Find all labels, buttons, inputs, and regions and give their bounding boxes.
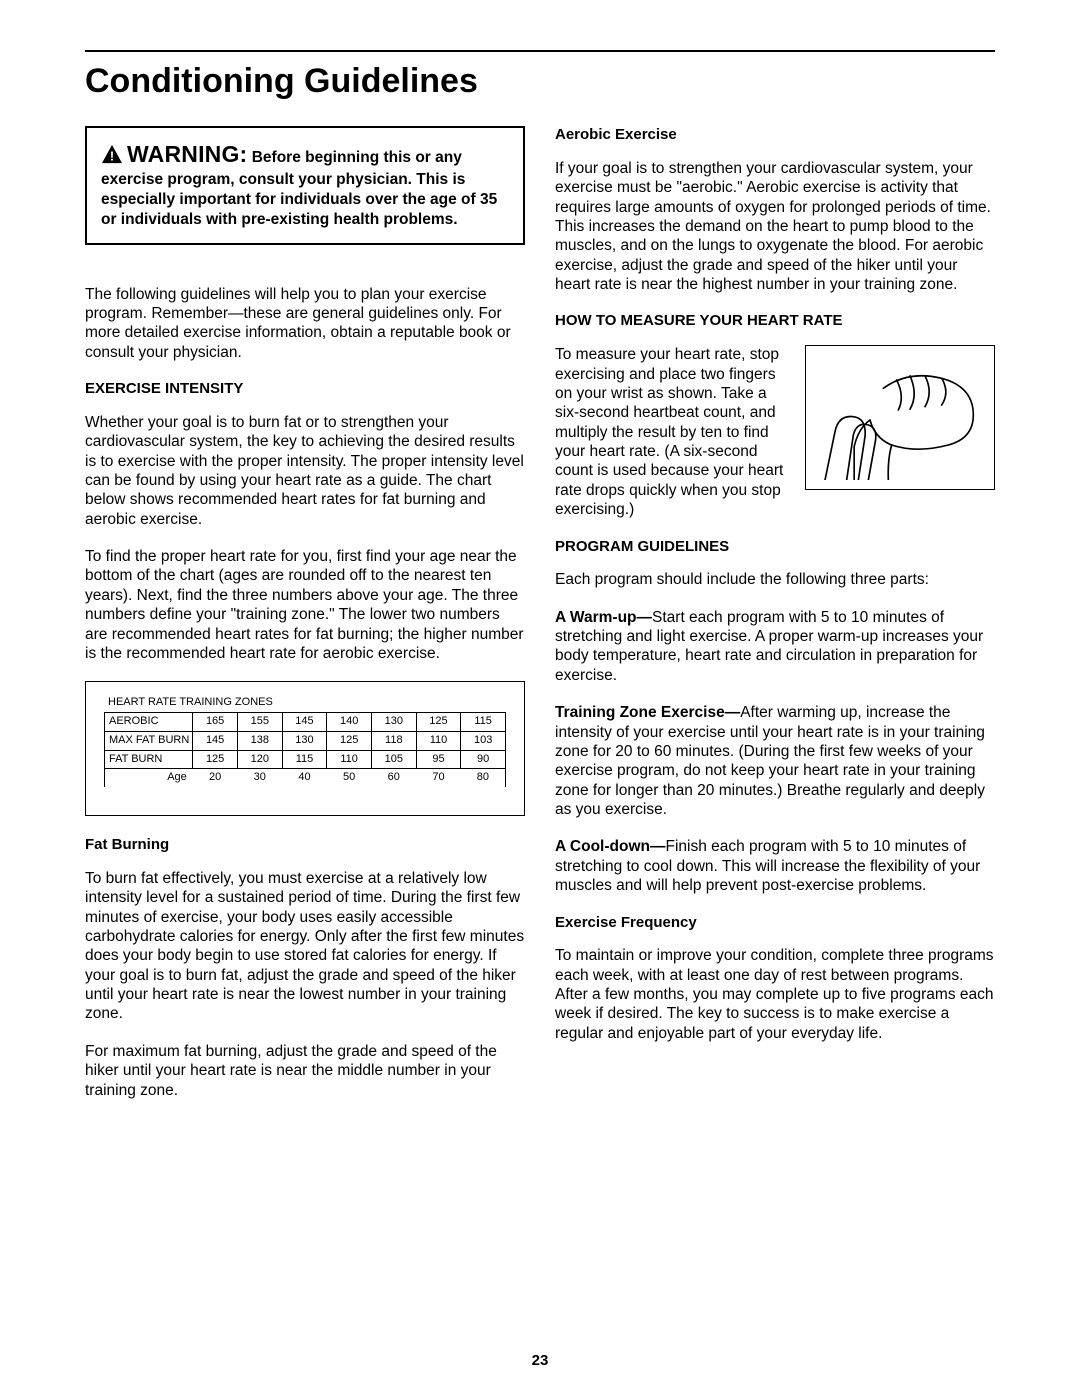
hr-value: 155 xyxy=(237,713,282,732)
aerobic-heading: Aerobic Exercise xyxy=(555,126,995,145)
intensity-p2: To find the proper heart rate for you, f… xyxy=(85,547,525,663)
intro-paragraph: The following guidelines will help you t… xyxy=(85,285,525,363)
table-row: FAT BURN1251201151101059590 xyxy=(105,750,506,769)
age-label: Age xyxy=(105,769,193,787)
frequency-p: To maintain or improve your condition, c… xyxy=(555,946,995,1043)
age-row: Age20304050607080 xyxy=(105,769,506,787)
page-number: 23 xyxy=(0,1352,1080,1369)
hr-value: 138 xyxy=(237,731,282,750)
program-intro: Each program should include the followin… xyxy=(555,570,995,589)
hr-value: 115 xyxy=(461,713,506,732)
hr-value: 110 xyxy=(416,731,461,750)
table-row: MAX FAT BURN145138130125118110103 xyxy=(105,731,506,750)
warmup-paragraph: A Warm-up—Start each program with 5 to 1… xyxy=(555,608,995,686)
top-rule xyxy=(85,50,995,52)
age-value: 40 xyxy=(282,769,327,787)
hr-value: 145 xyxy=(282,713,327,732)
training-zone-paragraph: Training Zone Exercise—After warming up,… xyxy=(555,703,995,819)
warning-triangle-icon: ! xyxy=(101,144,123,170)
warning-lead: WARNING: xyxy=(127,141,247,167)
hr-value: 145 xyxy=(193,731,238,750)
tze-lead: Training Zone Exercise— xyxy=(555,704,740,721)
row-label: MAX FAT BURN xyxy=(105,731,193,750)
page-title: Conditioning Guidelines xyxy=(85,62,995,101)
hr-value: 130 xyxy=(371,713,416,732)
age-value: 80 xyxy=(461,769,506,787)
svg-text:!: ! xyxy=(110,148,114,163)
left-column: ! WARNING: Before beginning this or any … xyxy=(85,126,525,1118)
heart-rate-table: HEART RATE TRAINING ZONES AEROBIC1651551… xyxy=(85,681,525,816)
hr-value: 118 xyxy=(371,731,416,750)
age-value: 70 xyxy=(416,769,461,787)
hr-value: 120 xyxy=(237,750,282,769)
hr-value: 125 xyxy=(327,731,372,750)
table-row: AEROBIC165155145140130125115 xyxy=(105,713,506,732)
cool-lead: A Cool-down— xyxy=(555,838,665,855)
right-column: Aerobic Exercise If your goal is to stre… xyxy=(555,126,995,1118)
hr-value: 115 xyxy=(282,750,327,769)
hr-value: 125 xyxy=(193,750,238,769)
hr-value: 90 xyxy=(461,750,506,769)
hr-value: 140 xyxy=(327,713,372,732)
fat-burning-heading: Fat Burning xyxy=(85,836,525,855)
fat-p2: For maximum fat burning, adjust the grad… xyxy=(85,1042,525,1100)
hr-value: 130 xyxy=(282,731,327,750)
age-value: 50 xyxy=(327,769,372,787)
row-label: FAT BURN xyxy=(105,750,193,769)
hr-value: 125 xyxy=(416,713,461,732)
measure-heading: HOW TO MEASURE YOUR HEART RATE xyxy=(555,312,995,331)
exercise-intensity-heading: EXERCISE INTENSITY xyxy=(85,380,525,399)
row-label: AEROBIC xyxy=(105,713,193,732)
hr-value: 95 xyxy=(416,750,461,769)
warmup-lead: A Warm-up— xyxy=(555,609,652,626)
cooldown-paragraph: A Cool-down—Finish each program with 5 t… xyxy=(555,837,995,895)
age-value: 60 xyxy=(371,769,416,787)
fat-p1: To burn fat effectively, you must exerci… xyxy=(85,869,525,1024)
frequency-heading: Exercise Frequency xyxy=(555,914,995,933)
wrist-pulse-illustration xyxy=(805,345,995,490)
two-column-layout: ! WARNING: Before beginning this or any … xyxy=(85,126,995,1118)
warning-box: ! WARNING: Before beginning this or any … xyxy=(85,126,525,245)
hr-zones-table: AEROBIC165155145140130125115MAX FAT BURN… xyxy=(104,712,506,787)
aerobic-p: If your goal is to strengthen your cardi… xyxy=(555,159,995,295)
age-value: 20 xyxy=(193,769,238,787)
program-guidelines-heading: PROGRAM GUIDELINES xyxy=(555,538,995,557)
intensity-p1: Whether your goal is to burn fat or to s… xyxy=(85,413,525,529)
hr-table-title: HEART RATE TRAINING ZONES xyxy=(104,696,506,710)
hr-value: 105 xyxy=(371,750,416,769)
hr-value: 103 xyxy=(461,731,506,750)
tze-body: After warming up, increase the intensity… xyxy=(555,704,985,818)
hr-value: 110 xyxy=(327,750,372,769)
age-value: 30 xyxy=(237,769,282,787)
hr-value: 165 xyxy=(193,713,238,732)
